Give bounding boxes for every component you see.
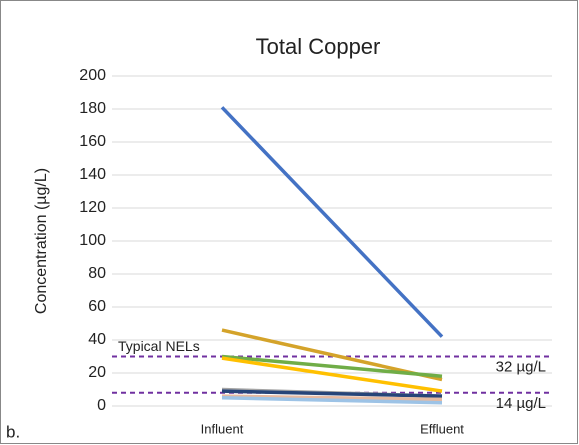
y-tick-label: 40 xyxy=(88,331,106,348)
series-line xyxy=(221,396,443,405)
y-tick-label: 140 xyxy=(79,166,106,183)
series-line xyxy=(221,394,443,402)
series-line xyxy=(221,356,443,393)
y-tick-label: 100 xyxy=(79,232,106,249)
y-tick-label: 120 xyxy=(79,199,106,216)
annotation: 14 µg/L xyxy=(496,395,546,412)
y-tick-label: 160 xyxy=(79,133,106,150)
annotation: 32 µg/L xyxy=(496,358,546,375)
x-tick-label: Influent xyxy=(201,421,244,436)
panel-label: b. xyxy=(6,422,20,441)
y-tick-label: 0 xyxy=(97,397,106,414)
annotation: Typical NELs xyxy=(118,338,200,354)
x-tick-label: Effluent xyxy=(420,421,464,436)
y-tick-label: 200 xyxy=(79,67,106,84)
chart-title: Total Copper xyxy=(256,34,381,59)
y-tick-label: 60 xyxy=(88,298,106,315)
series-line xyxy=(221,389,443,398)
y-tick-label: 20 xyxy=(88,364,106,381)
y-tick-label: 80 xyxy=(88,265,106,282)
series-line xyxy=(220,106,444,338)
y-axis-label: Concentration (µg/L) xyxy=(33,168,50,314)
series-line xyxy=(221,354,443,379)
y-tick-label: 180 xyxy=(79,100,106,117)
